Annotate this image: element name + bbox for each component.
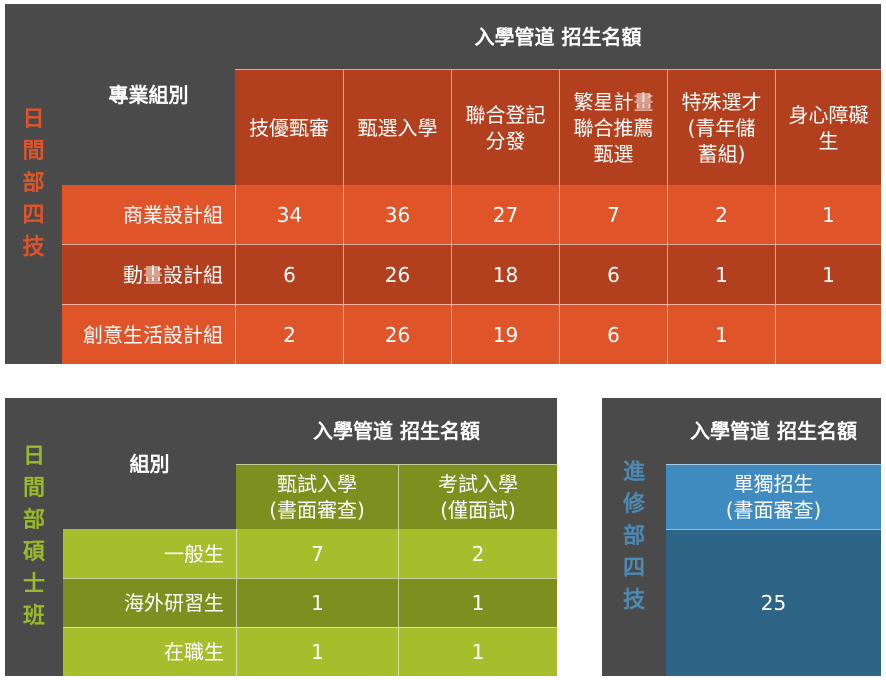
- quota-cell: 2: [398, 529, 557, 578]
- quota-cell: 2: [667, 185, 775, 244]
- group-label: 海外研習生: [63, 578, 236, 627]
- group-label: 創意生活設計組: [62, 304, 235, 364]
- group-label: 在職生: [63, 627, 236, 676]
- group-header: 組別: [63, 398, 236, 529]
- quota-cell: 7: [236, 529, 398, 578]
- quota-cell: 6: [235, 244, 343, 304]
- day-undergrad-side-label: 日 間 部 四 技: [5, 4, 62, 364]
- day-master-table: 日 間 部 碩 士 班 組別 入學管道 招生名額 甄試入學 (書面審查) 考試入…: [5, 398, 557, 676]
- quota-cell: 1: [236, 578, 398, 627]
- side-char: 部: [622, 524, 645, 550]
- quota-cell: 1: [398, 578, 557, 627]
- extension-side-label: 進 修 部 四 技: [602, 398, 666, 676]
- quota-cell: 1: [775, 244, 881, 304]
- group-label: 商業設計組: [62, 185, 235, 244]
- quota-cell: 2: [235, 304, 343, 364]
- quota-cell: 19: [451, 304, 559, 364]
- side-char: 班: [22, 603, 45, 629]
- side-char: 日: [22, 444, 45, 470]
- quota-cell: 1: [398, 627, 557, 676]
- side-char: 四: [22, 202, 45, 228]
- side-char: 修: [622, 492, 645, 518]
- quota-cell: 6: [559, 304, 667, 364]
- side-char: 間: [22, 476, 45, 502]
- extension-undergrad-table: 進 修 部 四 技 入學管道 招生名額 單獨招生 (書面審查) 25: [602, 398, 881, 676]
- quota-cell: 25: [666, 529, 881, 676]
- quota-cell: 1: [667, 304, 775, 364]
- side-char: 日: [22, 107, 45, 133]
- extension-side-panel: [602, 398, 666, 676]
- quota-cell: 1: [667, 244, 775, 304]
- quota-cell: [775, 304, 881, 364]
- side-char: 碩: [22, 540, 45, 565]
- admission-header: 入學管道 招生名額: [236, 398, 557, 464]
- quota-cell: 26: [343, 304, 451, 364]
- channel-header: 考試入學 (僅面試): [398, 464, 557, 529]
- channel-header: 甄選入學: [343, 69, 451, 185]
- side-char: 進: [622, 460, 645, 486]
- quota-cell: 1: [775, 185, 881, 244]
- quota-cell: 7: [559, 185, 667, 244]
- admission-header: 入學管道 招生名額: [666, 398, 881, 464]
- quota-cell: 1: [236, 627, 398, 676]
- side-char: 部: [22, 171, 45, 197]
- quota-cell: 27: [451, 185, 559, 244]
- channel-header: 單獨招生 (書面審查): [666, 464, 881, 529]
- group-label: 動畫設計組: [62, 244, 235, 304]
- group-label: 一般生: [63, 529, 236, 578]
- quota-cell: 6: [559, 244, 667, 304]
- channel-header: 技優甄審: [235, 69, 343, 185]
- quota-cell: 18: [451, 244, 559, 304]
- side-char: 四: [622, 555, 645, 581]
- channel-header: 聯合登記 分發: [451, 69, 559, 185]
- side-char: 部: [22, 508, 45, 534]
- day-undergrad-side-panel: [5, 4, 62, 364]
- channel-header: 繁星計畫 聯合推薦 甄選: [559, 69, 667, 185]
- channel-header: 身心障礙 生: [775, 69, 881, 185]
- side-char: 士: [22, 571, 45, 597]
- channel-header: 甄試入學 (書面審查): [236, 464, 398, 529]
- side-char: 間: [22, 139, 45, 165]
- channel-header: 特殊選才 (青年儲 蓄組): [667, 69, 775, 185]
- quota-cell: 26: [343, 244, 451, 304]
- side-char: 技: [22, 234, 45, 260]
- admission-header: 入學管道 招生名額: [235, 4, 881, 69]
- quota-cell: 34: [235, 185, 343, 244]
- day-master-side-label: 日 間 部 碩 士 班: [5, 398, 63, 676]
- group-header: 專業組別: [62, 4, 235, 185]
- side-char: 技: [622, 587, 645, 613]
- day-master-side-panel: [5, 398, 63, 676]
- quota-cell: 36: [343, 185, 451, 244]
- day-undergrad-table: 日 間 部 四 技 專業組別 入學管道 招生名額 技優甄審 甄選入學 聯合登記 …: [5, 4, 881, 364]
